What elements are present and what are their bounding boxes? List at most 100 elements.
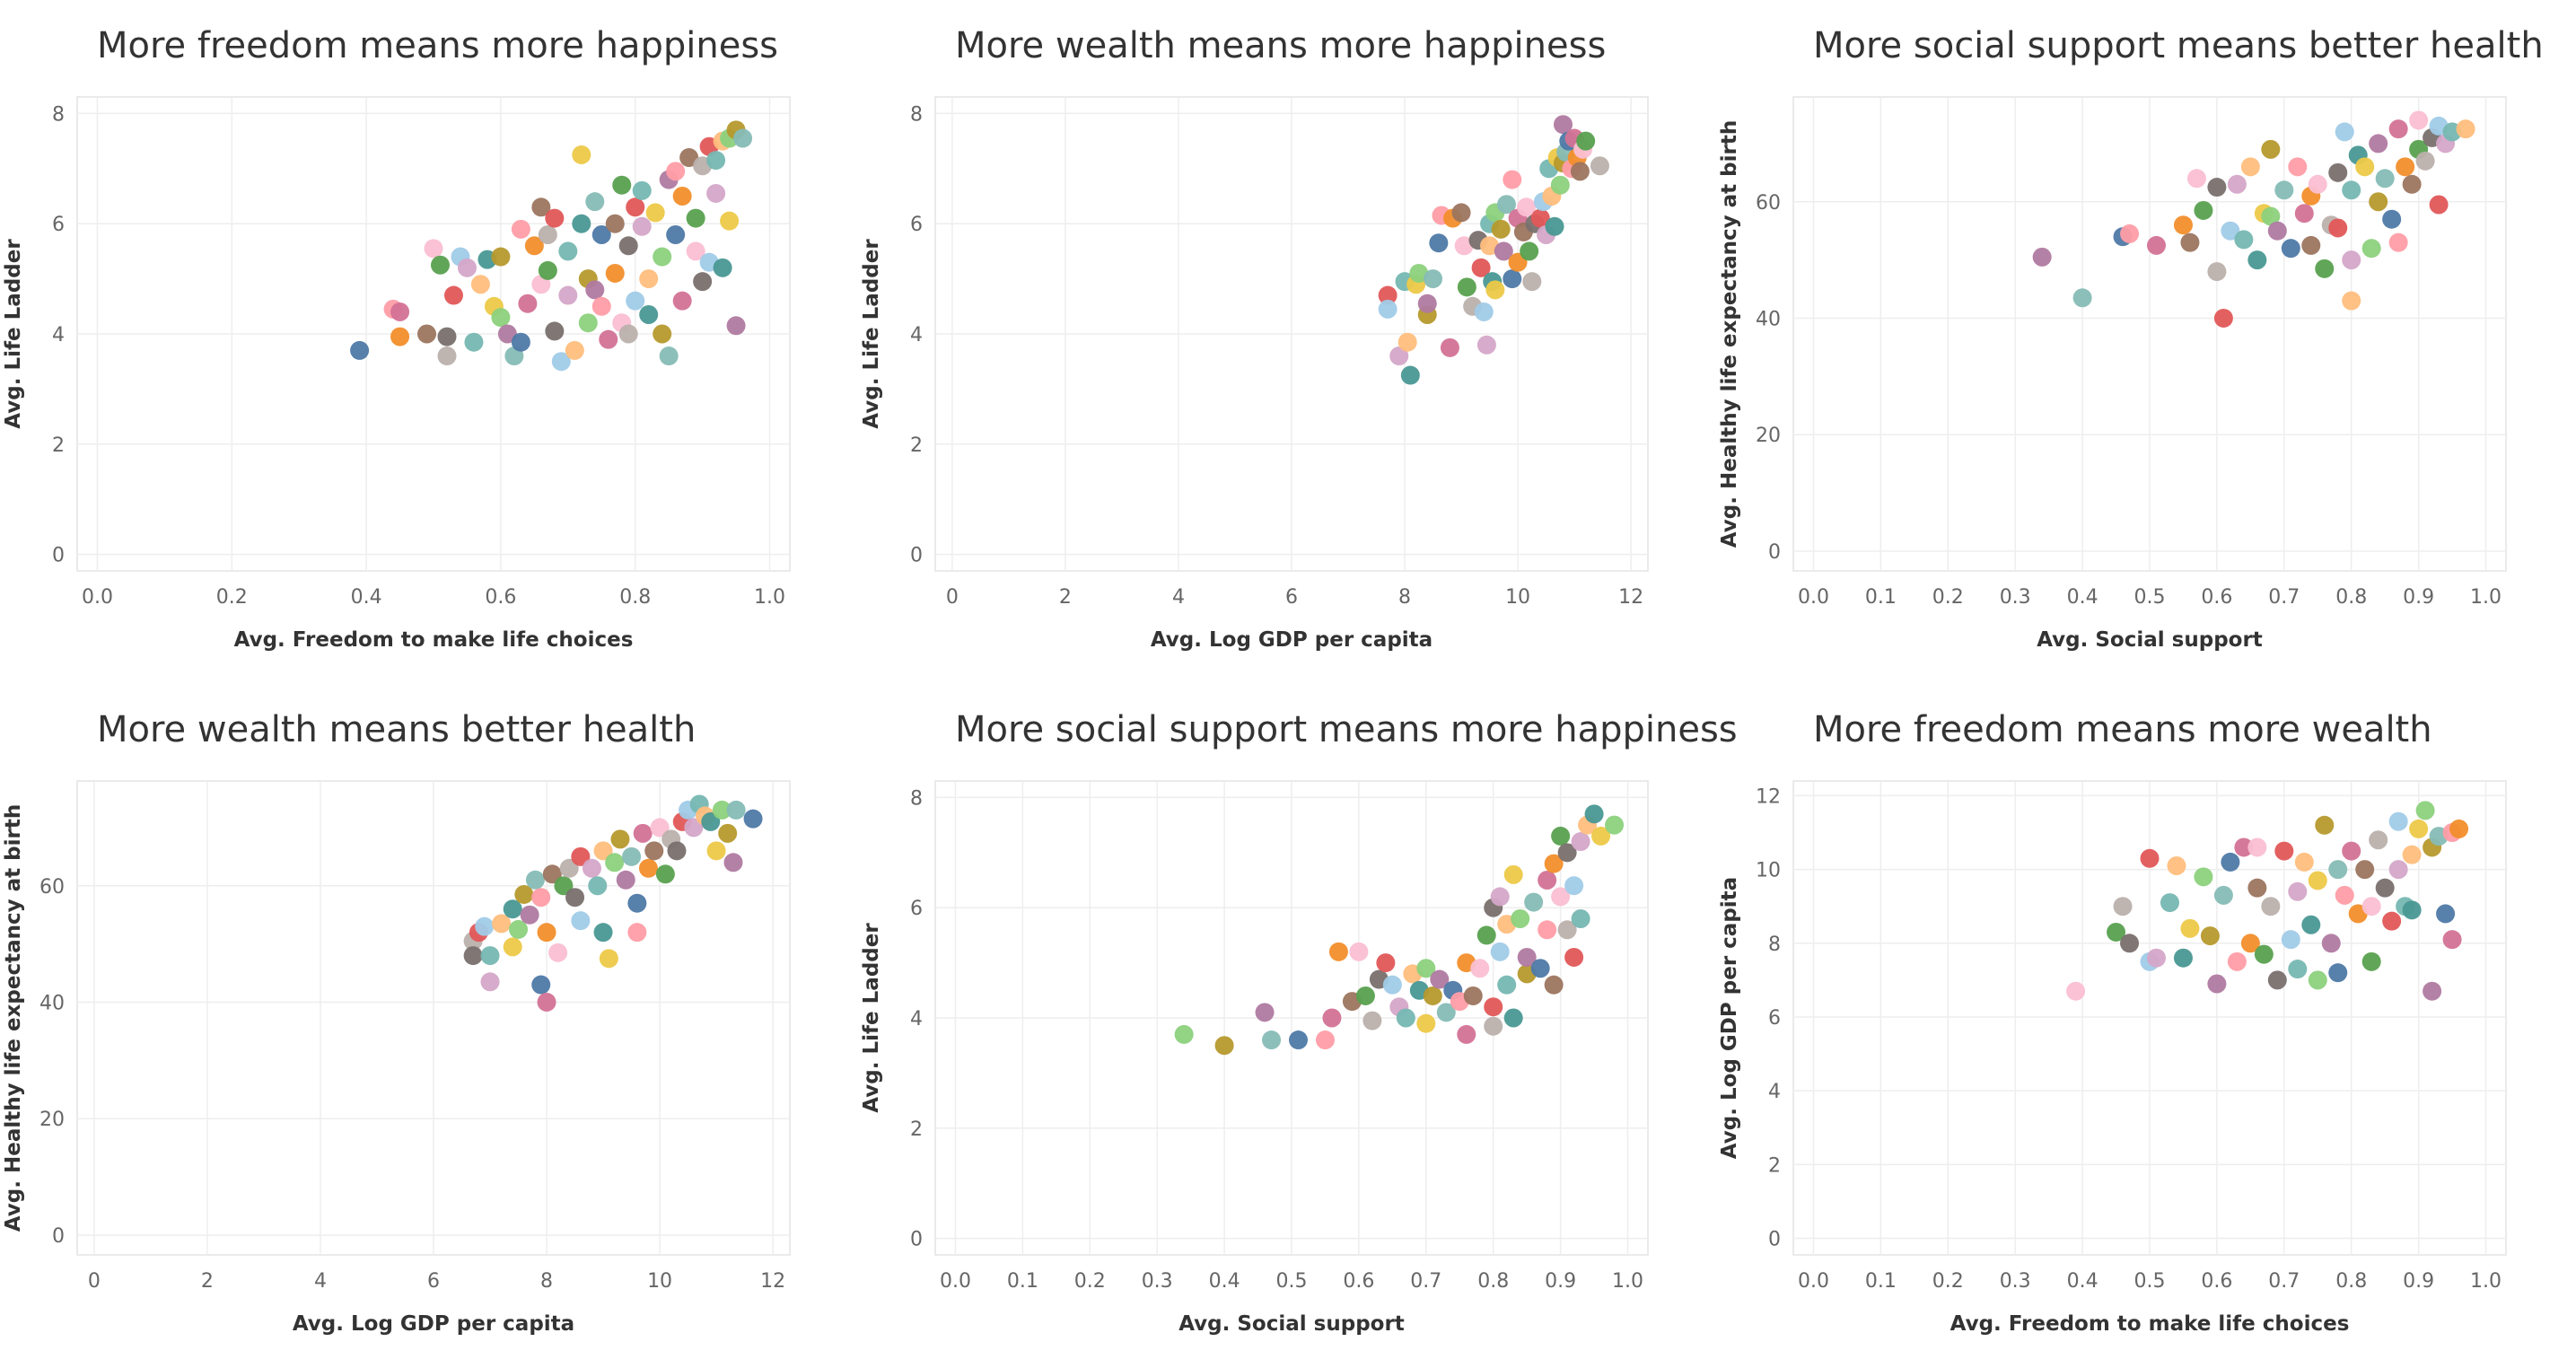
data-point[interactable]	[672, 291, 692, 311]
data-point[interactable]	[723, 853, 743, 873]
data-point[interactable]	[2342, 291, 2361, 311]
data-point[interactable]	[2388, 119, 2408, 139]
data-point[interactable]	[2221, 852, 2240, 872]
data-point[interactable]	[653, 247, 672, 267]
data-point[interactable]	[2375, 878, 2395, 898]
data-point[interactable]	[537, 923, 556, 943]
data-point[interactable]	[627, 923, 647, 943]
data-point[interactable]	[1544, 854, 1564, 873]
data-point[interactable]	[2301, 235, 2321, 255]
data-point[interactable]	[1511, 908, 1530, 928]
data-point[interactable]	[1409, 263, 1429, 283]
data-point[interactable]	[2254, 944, 2274, 964]
data-point[interactable]	[1497, 975, 1517, 995]
data-point[interactable]	[443, 285, 463, 305]
data-point[interactable]	[1551, 826, 1571, 846]
data-point[interactable]	[2402, 845, 2422, 864]
data-point[interactable]	[618, 324, 638, 344]
data-point[interactable]	[605, 853, 625, 873]
data-point[interactable]	[639, 305, 659, 325]
data-point[interactable]	[1490, 887, 1510, 907]
data-point[interactable]	[2361, 239, 2381, 259]
data-point[interactable]	[2328, 162, 2348, 182]
data-point[interactable]	[626, 197, 645, 217]
data-point[interactable]	[2315, 815, 2335, 835]
data-point[interactable]	[1474, 302, 1494, 321]
data-point[interactable]	[1517, 197, 1537, 217]
data-point[interactable]	[2436, 904, 2456, 924]
data-point[interactable]	[2261, 206, 2281, 226]
data-point[interactable]	[1485, 280, 1505, 300]
data-point[interactable]	[571, 911, 591, 931]
data-point[interactable]	[2315, 259, 2335, 278]
data-point[interactable]	[2328, 963, 2348, 983]
data-point[interactable]	[1429, 233, 1449, 253]
data-point[interactable]	[545, 321, 565, 341]
data-point[interactable]	[659, 346, 679, 366]
data-point[interactable]	[2267, 970, 2287, 990]
data-point[interactable]	[2402, 900, 2422, 920]
data-point[interactable]	[1416, 959, 1436, 978]
data-point[interactable]	[524, 236, 544, 256]
data-point[interactable]	[743, 809, 763, 829]
data-point[interactable]	[2107, 922, 2126, 942]
data-point[interactable]	[2140, 848, 2160, 868]
data-point[interactable]	[2288, 960, 2308, 979]
data-point[interactable]	[1503, 269, 1522, 289]
data-point[interactable]	[2388, 860, 2408, 880]
data-point[interactable]	[491, 308, 511, 328]
data-point[interactable]	[1550, 175, 1570, 195]
data-point[interactable]	[2207, 974, 2227, 994]
data-point[interactable]	[1530, 959, 1550, 978]
data-point[interactable]	[2308, 871, 2327, 890]
data-point[interactable]	[538, 260, 557, 280]
data-point[interactable]	[491, 247, 511, 267]
data-point[interactable]	[2160, 893, 2179, 913]
data-point[interactable]	[1584, 804, 1604, 824]
data-point[interactable]	[2388, 811, 2408, 831]
data-point[interactable]	[572, 145, 591, 164]
data-point[interactable]	[542, 864, 562, 884]
data-point[interactable]	[2288, 157, 2308, 177]
data-point[interactable]	[2415, 801, 2435, 820]
data-point[interactable]	[514, 884, 534, 904]
data-point[interactable]	[1520, 241, 1539, 261]
data-point[interactable]	[390, 302, 410, 321]
data-point[interactable]	[693, 272, 713, 292]
data-point[interactable]	[2342, 250, 2361, 270]
data-point[interactable]	[2281, 930, 2300, 950]
data-point[interactable]	[1545, 216, 1564, 236]
data-point[interactable]	[2442, 930, 2462, 950]
data-point[interactable]	[713, 258, 732, 277]
data-point[interactable]	[2227, 951, 2247, 971]
data-point[interactable]	[666, 162, 686, 181]
data-point[interactable]	[593, 923, 613, 943]
data-point[interactable]	[1471, 258, 1491, 277]
data-point[interactable]	[2335, 122, 2354, 142]
data-point[interactable]	[470, 275, 490, 294]
data-point[interactable]	[424, 239, 443, 259]
data-point[interactable]	[2066, 981, 2086, 1001]
data-point[interactable]	[1490, 942, 1510, 961]
data-point[interactable]	[2207, 178, 2227, 197]
data-point[interactable]	[1517, 947, 1537, 967]
data-point[interactable]	[565, 888, 585, 908]
data-point[interactable]	[437, 327, 457, 346]
data-point[interactable]	[1530, 208, 1550, 228]
data-point[interactable]	[2355, 157, 2375, 177]
data-point[interactable]	[726, 800, 746, 820]
data-point[interactable]	[618, 236, 638, 256]
data-point[interactable]	[2234, 230, 2254, 250]
data-point[interactable]	[599, 949, 618, 969]
data-point[interactable]	[2274, 841, 2294, 861]
data-point[interactable]	[1496, 195, 1516, 215]
data-point[interactable]	[2274, 180, 2294, 200]
data-point[interactable]	[554, 876, 574, 896]
data-point[interactable]	[1349, 942, 1369, 961]
data-point[interactable]	[1417, 294, 1437, 313]
data-point[interactable]	[1328, 942, 1348, 961]
data-point[interactable]	[2120, 224, 2140, 243]
data-point[interactable]	[1538, 920, 1557, 940]
data-point[interactable]	[593, 841, 613, 861]
data-point[interactable]	[2355, 860, 2375, 880]
